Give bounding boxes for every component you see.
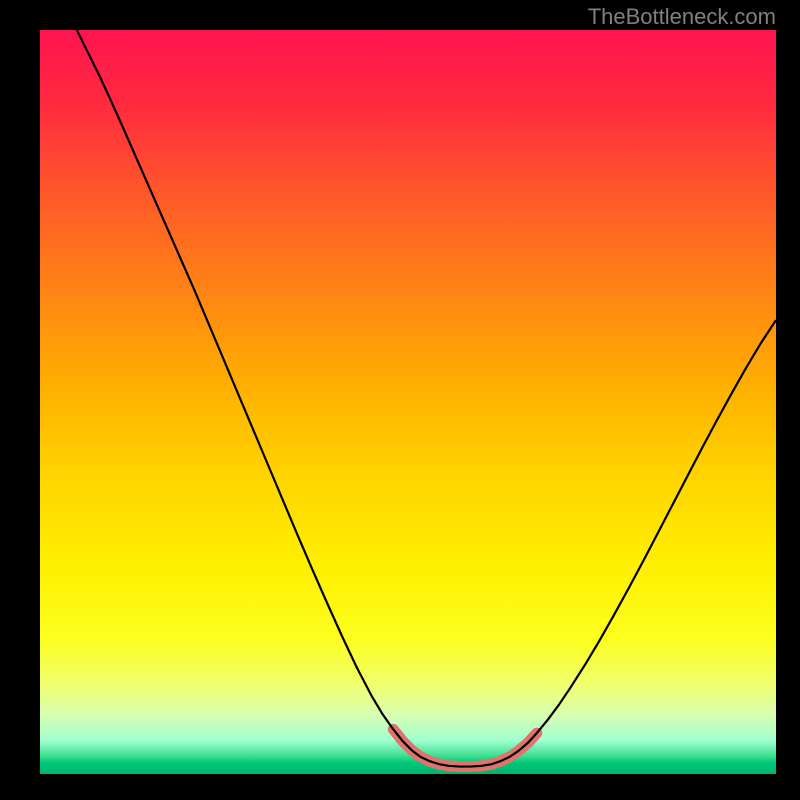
watermark-text: TheBottleneck.com [588,4,776,30]
chart-svg [0,0,800,800]
chart-stage: TheBottleneck.com [0,0,800,800]
plot-area [40,30,776,774]
